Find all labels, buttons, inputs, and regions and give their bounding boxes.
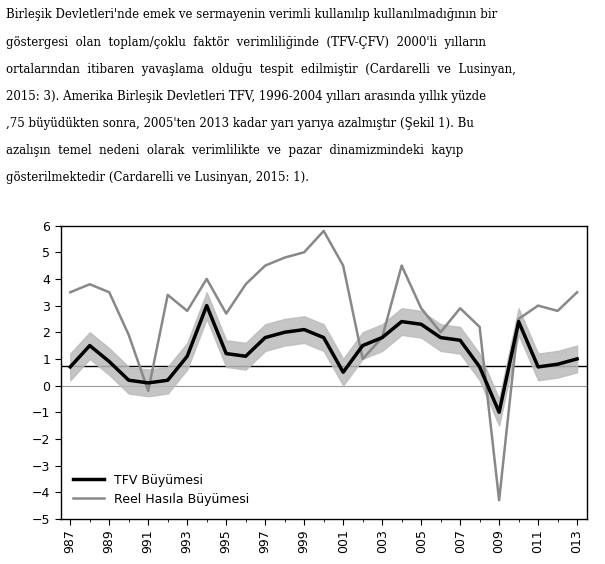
Text: 2015: 3). Amerika Birleşik Devletleri TFV, 1996-2004 yılları arasında yıllık yüz: 2015: 3). Amerika Birleşik Devletleri TF…	[6, 90, 486, 103]
Legend: TFV Büyümesi, Reel Hasıla Büyümesi: TFV Büyümesi, Reel Hasıla Büyümesi	[67, 468, 256, 513]
Text: ,75 büyüdükten sonra, 2005'ten 2013 kadar yarı yarıya azalmıştır (Şekil 1). Bu: ,75 büyüdükten sonra, 2005'ten 2013 kada…	[6, 117, 474, 130]
Text: göstergesi  olan  toplam/çoklu  faktör  verimliliğinde  (TFV-ÇFV)  2000'li  yıll: göstergesi olan toplam/çoklu faktör veri…	[6, 36, 486, 49]
Text: gösterilmektedir (Cardarelli ve Lusinyan, 2015: 1).: gösterilmektedir (Cardarelli ve Lusinyan…	[6, 171, 309, 184]
Text: ortalarından  itibaren  yavaşlama  olduğu  tespit  edilmiştir  (Cardarelli  ve  : ortalarından itibaren yavaşlama olduğu t…	[6, 63, 516, 76]
Text: azalışın  temel  nedeni  olarak  verimlilikte  ve  pazar  dinamizmindeki  kayıp: azalışın temel nedeni olarak verimlilikt…	[6, 144, 463, 157]
Text: Birleşik Devletleri'nde emek ve sermayenin verimli kullanılıp kullanılmadığının : Birleşik Devletleri'nde emek ve sermayen…	[6, 8, 497, 21]
